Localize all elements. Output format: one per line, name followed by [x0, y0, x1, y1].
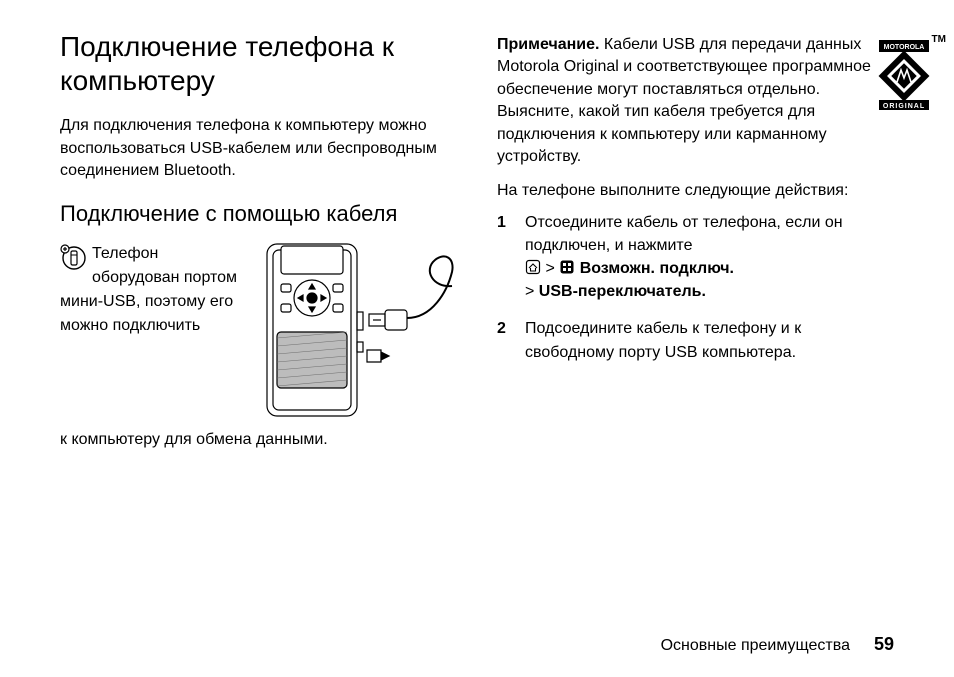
cable-heading: Подключение с помощью кабеля [60, 200, 457, 228]
instructions-lead: На телефоне выполните следующие действия… [497, 180, 894, 202]
step-1-path2: USB-переключатель. [539, 283, 706, 300]
feature-phone-icon [60, 244, 86, 270]
intro-paragraph: Для подключения телефона к компьютеру мо… [60, 115, 457, 182]
note-label: Примечание. [497, 36, 599, 53]
step-2: Подсоедините кабель к телефону и к свобо… [497, 317, 894, 363]
right-column: Примечание. Кабели USB для передачи данн… [497, 30, 894, 452]
phone-usb-illustration [247, 242, 457, 422]
page-title: Подключение телефона к компьютеру [60, 30, 457, 97]
page-footer: Основные преимущества 59 [661, 634, 894, 655]
step-2-text: Подсоедините кабель к телефону и к свобо… [525, 320, 801, 360]
step-1-path1: Возможн. подключ. [580, 260, 734, 277]
left-column: Подключение телефона к компьютеру Для по… [60, 30, 457, 452]
step-1-text: Отсоедините кабель от телефона, если он … [525, 214, 843, 254]
cable-text-a: Телефон оборудован портом мини-USB, поэт… [60, 245, 237, 334]
logo-sub-text: ORIGINAL [883, 103, 925, 110]
cable-description-block: Телефон оборудован портом мини-USB, поэт… [60, 242, 457, 452]
trademark-symbol: TM [932, 34, 946, 45]
step-1: Отсоедините кабель от телефона, если он … [497, 211, 894, 304]
motorola-original-logo: TM MOTOROLA ORIGINAL [876, 40, 932, 115]
page-number: 59 [874, 634, 894, 655]
home-icon [525, 259, 541, 275]
footer-section-title: Основные преимущества [661, 637, 850, 655]
launcher-icon [559, 259, 575, 275]
logo-brand-text: MOTOROLA [884, 44, 925, 51]
motorola-logo-icon: MOTOROLA ORIGINAL [876, 40, 932, 110]
steps-list: Отсоедините кабель от телефона, если он … [497, 211, 894, 364]
two-column-layout: Подключение телефона к компьютеру Для по… [60, 30, 894, 452]
note-paragraph: Примечание. Кабели USB для передачи данн… [497, 34, 894, 168]
cable-text-b: к компьютеру для обмена данными. [60, 428, 457, 452]
note-body: Кабели USB для передачи данных Motorola … [497, 36, 871, 165]
